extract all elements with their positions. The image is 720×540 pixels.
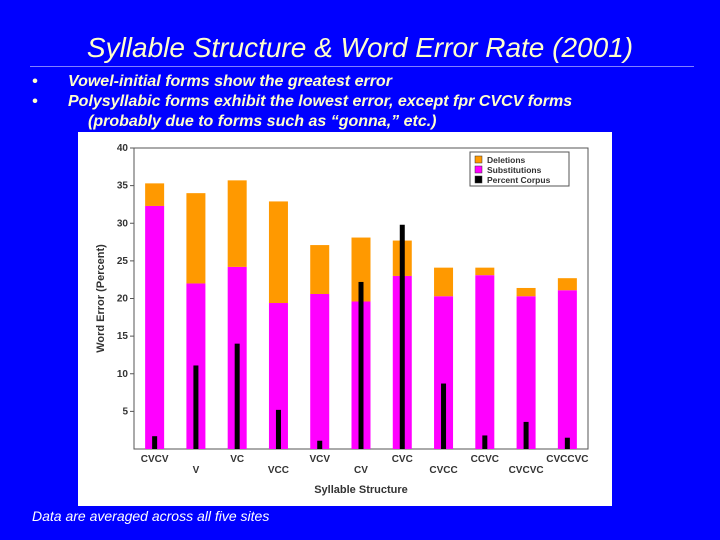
- y-tick-label: 30: [117, 218, 129, 229]
- bar-deletions: [434, 267, 454, 297]
- bar-deletions: [145, 183, 165, 206]
- footnote: Data are averaged across all five sites: [32, 508, 270, 524]
- bar-deletions: [557, 278, 577, 291]
- bar-percent-corpus: [317, 440, 323, 449]
- y-tick-label: 20: [117, 294, 129, 305]
- legend-box: [469, 151, 570, 187]
- bar-substitutions: [145, 205, 165, 449]
- x-axis-label: Syllable Structure: [314, 484, 408, 496]
- bar-percent-corpus: [564, 437, 570, 449]
- y-axis-label: Word Error (Percent): [95, 244, 107, 353]
- bar-percent-corpus: [523, 421, 529, 449]
- y-tick-label: 40: [117, 143, 129, 154]
- y-tick-label: 25: [117, 256, 129, 267]
- bar-substitutions: [310, 293, 330, 449]
- bar-percent-corpus: [152, 436, 158, 449]
- legend-swatch: [474, 175, 483, 184]
- bar-percent-corpus: [275, 409, 281, 449]
- x-tick-label: CVCV: [141, 454, 169, 465]
- bar-deletions: [268, 201, 288, 304]
- bar-deletions: [475, 267, 495, 276]
- slide-title: Syllable Structure & Word Error Rate (20…: [86, 32, 634, 63]
- bar-substitutions: [434, 296, 454, 449]
- bar-substitutions: [516, 296, 536, 449]
- bullet-continuation: (probably due to forms such as “gonna,” …: [88, 113, 437, 130]
- legend-swatch: [474, 165, 483, 174]
- title-divider: [30, 66, 694, 67]
- x-tick-label: CVCVC: [509, 465, 544, 476]
- bar-deletions: [227, 180, 247, 267]
- bar-deletions: [351, 237, 371, 302]
- x-tick-label: VCC: [268, 465, 289, 476]
- bar-substitutions: [475, 275, 495, 449]
- x-tick-label: VCV: [309, 454, 330, 465]
- bar-percent-corpus: [358, 281, 364, 449]
- x-tick-label: CVCCVC: [546, 454, 588, 465]
- bullet-list: • Vowel-initial forms show the greatest …: [30, 72, 710, 132]
- bar-percent-corpus: [193, 365, 199, 449]
- bar-percent-corpus: [234, 343, 240, 449]
- bar-substitutions: [268, 303, 288, 449]
- y-tick-label: 5: [122, 406, 128, 417]
- y-tick-label: 10: [117, 369, 129, 380]
- legend-label: Percent Corpus: [487, 175, 551, 185]
- bullet-icon: •: [32, 73, 38, 90]
- legend-label: Substitutions: [487, 165, 542, 175]
- bullet-item: • Vowel-initial forms show the greatest …: [30, 72, 710, 92]
- legend-swatch: [474, 155, 483, 164]
- bar-percent-corpus: [399, 224, 405, 449]
- bullet-icon: •: [32, 93, 38, 110]
- y-tick-label: 15: [117, 331, 129, 342]
- x-tick-label: CV: [354, 465, 368, 476]
- x-tick-label: CVCC: [429, 465, 457, 476]
- bar-deletions: [186, 193, 206, 284]
- x-tick-label: CCVC: [471, 454, 499, 465]
- x-tick-label: CVC: [392, 454, 413, 465]
- bar-percent-corpus: [482, 435, 488, 449]
- x-tick-label: V: [193, 465, 200, 476]
- y-tick-label: 35: [117, 181, 129, 192]
- bar-deletions: [516, 287, 536, 297]
- legend-label: Deletions: [487, 155, 526, 165]
- x-tick-label: VC: [230, 454, 244, 465]
- bar-percent-corpus: [441, 383, 447, 449]
- bullet-text: Vowel-initial forms show the greatest er…: [68, 73, 392, 90]
- stacked-bar-chart: 510152025303540CVCVVVCVCCVCVCVCVCCVCCCCV…: [95, 143, 589, 496]
- bullet-item: • Polysyllabic forms exhibit the lowest …: [30, 92, 710, 112]
- bar-deletions: [310, 245, 330, 294]
- bullet-text: Polysyllabic forms exhibit the lowest er…: [68, 93, 573, 110]
- chart-panel: 5 10 15 20 25 30 35 40 CVCV V VC VCC VCV CV CVC CVCC CCV…: [78, 132, 612, 506]
- bar-substitutions: [557, 290, 577, 449]
